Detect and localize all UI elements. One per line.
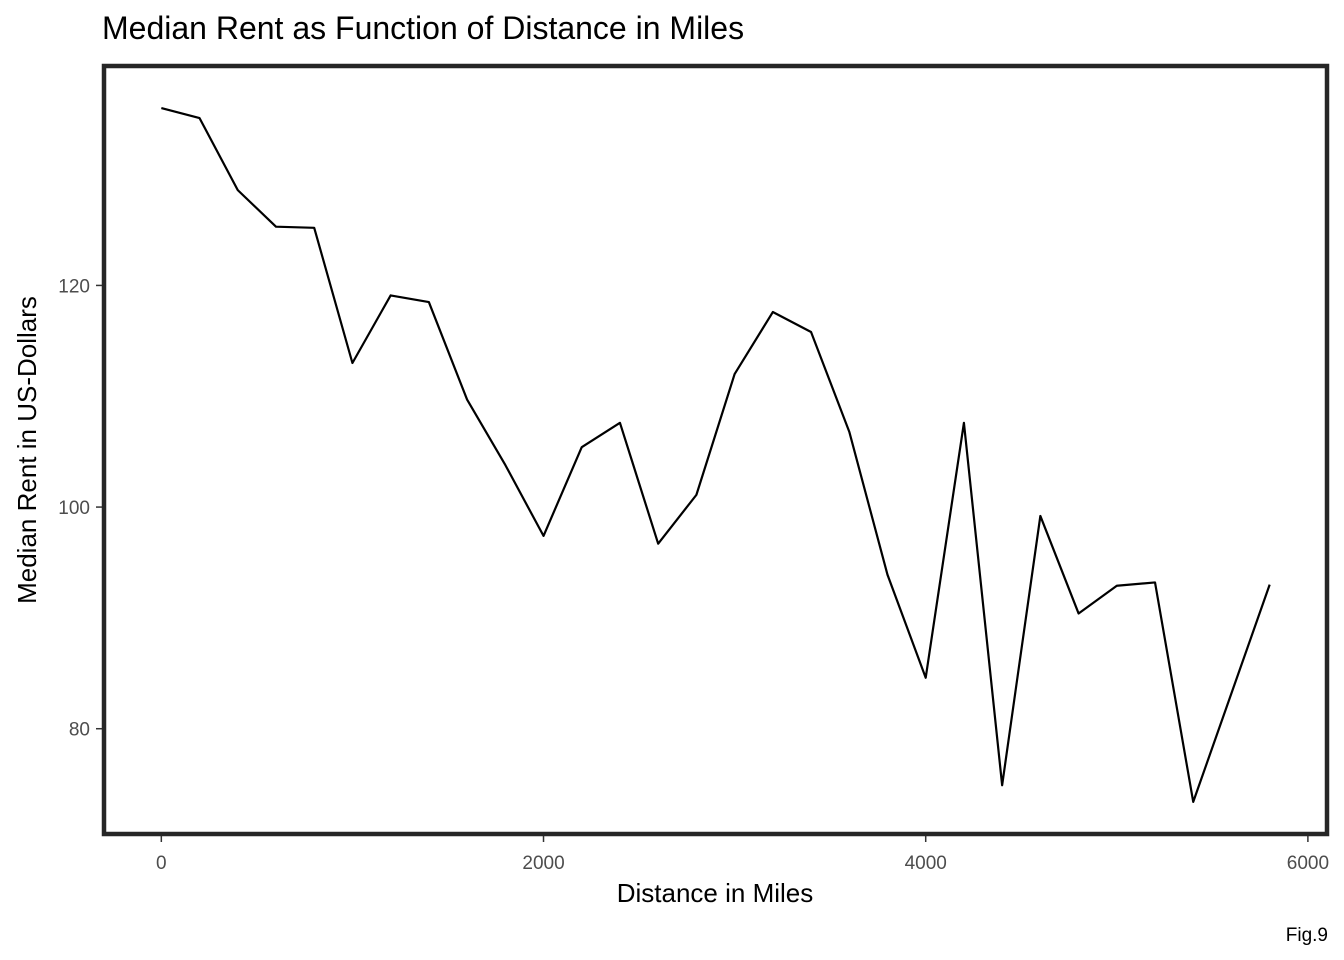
y-tick-label: 100 (58, 498, 90, 519)
x-tick-label: 4000 (905, 853, 947, 874)
chart-title: Median Rent as Function of Distance in M… (102, 10, 744, 46)
plot-area: 0 2000 4000 6000 80 100 120 (58, 63, 1330, 874)
y-axis-label: Median Rent in US-Dollars (12, 296, 42, 604)
series-line (161, 107, 1271, 803)
figure-caption: Fig.9 (1286, 925, 1328, 946)
plot-background (104, 66, 1327, 834)
x-tick-label: 6000 (1287, 853, 1329, 874)
y-tick-label: 120 (58, 276, 90, 297)
plot-frame (101, 63, 1330, 837)
x-tick-label: 0 (156, 853, 167, 874)
y-tick-label: 80 (69, 720, 90, 741)
x-axis-ticks: 0 2000 4000 6000 (156, 834, 1329, 874)
y-axis-ticks: 80 100 120 (58, 276, 104, 741)
x-tick-label: 2000 (522, 853, 564, 874)
x-axis-label: Distance in Miles (617, 878, 814, 908)
